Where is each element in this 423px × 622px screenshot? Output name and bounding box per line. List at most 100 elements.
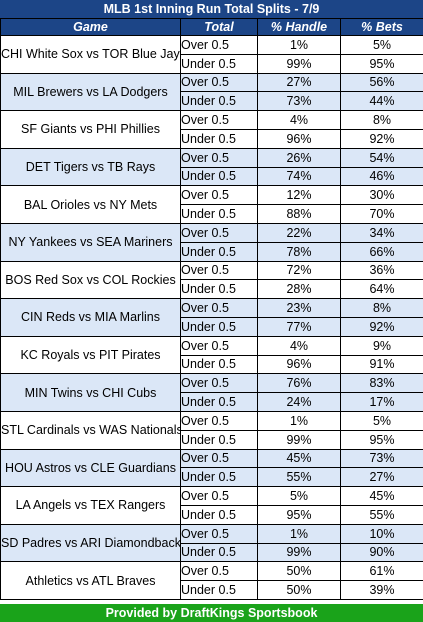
- header-game: Game: [0, 18, 181, 36]
- game-name: CIN Reds vs MIA Marlins: [0, 298, 181, 337]
- handle-pct: 74%: [257, 166, 341, 187]
- bets-pct: 45%: [340, 486, 423, 506]
- total-label: Under 0.5: [180, 467, 258, 488]
- handle-pct: 99%: [257, 53, 341, 74]
- total-label: Over 0.5: [180, 298, 258, 318]
- bets-pct: 55%: [340, 504, 423, 525]
- table-row: LA Angels vs TEX Rangers Over 0.5 5% 45%: [0, 486, 423, 525]
- total-label: Over 0.5: [180, 35, 258, 55]
- handle-pct: 50%: [257, 580, 341, 600]
- bets-pct: 5%: [340, 35, 423, 55]
- total-label: Under 0.5: [180, 504, 258, 525]
- game-name: CHI White Sox vs TOR Blue Jays: [0, 35, 181, 74]
- total-label: Over 0.5: [180, 72, 258, 93]
- table-row: KC Royals vs PIT Pirates Over 0.5 4% 9%: [0, 335, 423, 375]
- handle-pct: 76%: [257, 373, 341, 394]
- total-label: Over 0.5: [180, 486, 258, 506]
- handle-pct: 28%: [257, 279, 341, 300]
- table-row: Under 0.5 77% 92%: [1, 316, 423, 337]
- bets-pct: 73%: [340, 448, 423, 469]
- handle-pct: 27%: [257, 72, 341, 93]
- table-row: DET Tigers vs TB Rays Over 0.5 26% 54%: [0, 147, 423, 187]
- total-label: Under 0.5: [180, 53, 258, 74]
- table-row: Under 0.5 55% 27%: [1, 467, 423, 488]
- bets-pct: 30%: [340, 185, 423, 206]
- handle-pct: 12%: [257, 185, 341, 206]
- table-row: Under 0.5 95% 55%: [1, 504, 423, 525]
- total-label: Under 0.5: [180, 429, 258, 450]
- header-handle: % Handle: [257, 18, 341, 36]
- table-row: Under 0.5 99% 90%: [1, 542, 423, 563]
- table-row: CIN Reds vs MIA Marlins Over 0.5 23% 8%: [0, 298, 423, 337]
- bets-pct: 34%: [340, 222, 423, 243]
- table-row: Under 0.5 78% 66%: [1, 241, 423, 262]
- table-body: CHI White Sox vs TOR Blue Jays Over 0.5 1%…: [0, 35, 423, 600]
- table-row: HOU Astros vs CLE Guardians Over 0.5 45% 73…: [0, 448, 423, 488]
- total-label: Over 0.5: [180, 335, 258, 356]
- total-label: Under 0.5: [180, 128, 258, 149]
- handle-pct: 55%: [257, 467, 341, 488]
- table-row: Under 0.5 96% 92%: [1, 128, 423, 149]
- bets-pct: 27%: [340, 467, 423, 488]
- game-name: DET Tigers vs TB Rays: [0, 147, 181, 187]
- game-name: KC Royals vs PIT Pirates: [0, 335, 181, 375]
- handle-pct: 1%: [257, 35, 341, 55]
- bets-pct: 36%: [340, 260, 423, 281]
- game-name: STL Cardinals vs WAS Nationals: [0, 410, 181, 450]
- total-label: Over 0.5: [180, 185, 258, 206]
- table-row: Under 0.5 50% 39%: [1, 580, 423, 600]
- total-label: Over 0.5: [180, 110, 258, 130]
- table-row: SF Giants vs PHI Phillies Over 0.5 4% 8%: [0, 110, 423, 149]
- header-total: Total: [180, 18, 258, 36]
- handle-pct: 4%: [257, 110, 341, 130]
- handle-pct: 1%: [257, 523, 341, 544]
- handle-pct: 77%: [257, 316, 341, 337]
- total-label: Under 0.5: [180, 580, 258, 600]
- table-row: Under 0.5 74% 46%: [1, 166, 423, 187]
- handle-pct: 1%: [257, 410, 341, 431]
- bets-pct: 90%: [340, 542, 423, 563]
- handle-pct: 23%: [257, 298, 341, 318]
- total-label: Over 0.5: [180, 561, 258, 582]
- sheet-title: MLB 1st Inning Run Total Splits - 7/9: [0, 0, 423, 18]
- total-label: Under 0.5: [180, 91, 258, 112]
- handle-pct: 5%: [257, 486, 341, 506]
- total-label: Under 0.5: [180, 354, 258, 375]
- bets-pct: 5%: [340, 410, 423, 431]
- table-row: BAL Orioles vs NY Mets Over 0.5 12% 30%: [0, 185, 423, 224]
- bets-pct: 46%: [340, 166, 423, 187]
- footer-credit: Provided by DraftKings Sportsbook: [0, 604, 423, 622]
- bets-pct: 95%: [340, 429, 423, 450]
- handle-pct: 45%: [257, 448, 341, 469]
- bets-pct: 64%: [340, 279, 423, 300]
- total-label: Under 0.5: [180, 316, 258, 337]
- splits-table: Game Total % Handle % Bets CHI White Sox…: [0, 18, 423, 600]
- bets-pct: 8%: [340, 110, 423, 130]
- total-label: Under 0.5: [180, 392, 258, 412]
- handle-pct: 72%: [257, 260, 341, 281]
- bets-pct: 92%: [340, 128, 423, 149]
- bets-pct: 66%: [340, 241, 423, 262]
- game-name: SF Giants vs PHI Phillies: [0, 110, 181, 149]
- table-row: CHI White Sox vs TOR Blue Jays Over 0.5 1%…: [0, 35, 423, 74]
- header-bets: % Bets: [340, 18, 423, 36]
- total-label: Over 0.5: [180, 448, 258, 469]
- bets-pct: 70%: [340, 204, 423, 224]
- bets-pct: 61%: [340, 561, 423, 582]
- game-name: Athletics vs ATL Braves: [0, 561, 181, 600]
- table-row: Under 0.5 88% 70%: [1, 204, 423, 224]
- handle-pct: 50%: [257, 561, 341, 582]
- total-label: Over 0.5: [180, 260, 258, 281]
- table-row: Under 0.5 99% 95%: [1, 429, 423, 450]
- game-name: SD Padres vs ARI Diamondbacks: [0, 523, 181, 563]
- handle-pct: 99%: [257, 542, 341, 563]
- handle-pct: 88%: [257, 204, 341, 224]
- bets-pct: 39%: [340, 580, 423, 600]
- total-label: Under 0.5: [180, 542, 258, 563]
- table-row: Athletics vs ATL Braves Over 0.5 50% 61%: [0, 561, 423, 600]
- table-row: MIL Brewers vs LA Dodgers Over 0.5 27% 56%: [0, 72, 423, 112]
- game-name: MIN Twins vs CHI Cubs: [0, 373, 181, 412]
- handle-pct: 26%: [257, 147, 341, 168]
- table-row: NY Yankees vs SEA Mariners Over 0.5 22% 34%: [0, 222, 423, 262]
